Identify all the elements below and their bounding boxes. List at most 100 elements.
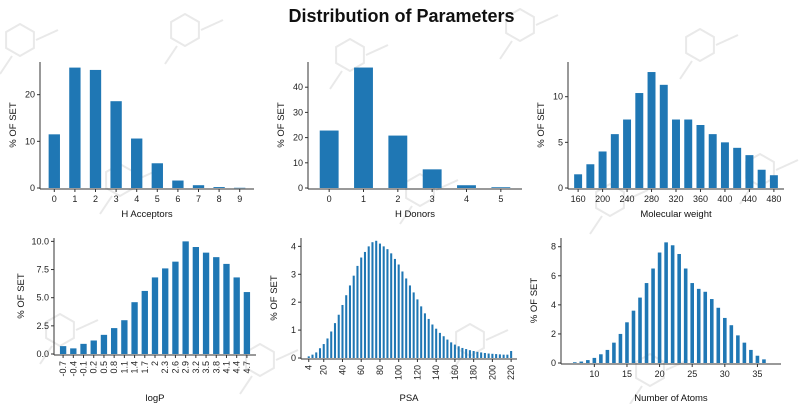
logp-bar	[151, 277, 159, 354]
logp-x-tick-label: -0.7	[58, 361, 68, 377]
psa-bar	[341, 304, 344, 358]
chart-logp: 0.0 2.5 5.0 7.5 10.0 -0.7 -0.4 -0.1 0.2 0.5 0.8 1.1…	[0, 228, 265, 404]
logp-bar	[233, 277, 240, 354]
h-donors-y-tick-label: 10	[293, 158, 303, 168]
psa-bar	[427, 318, 430, 358]
molecular-weight-x-tick-label: 200	[595, 194, 610, 204]
logp-bar	[70, 348, 77, 354]
logp-x-tick-label: 3.2	[191, 361, 201, 374]
number-of-atoms-x-tick-label: 35	[752, 369, 762, 379]
psa-bar	[315, 352, 318, 358]
psa-bar	[401, 271, 404, 358]
bond-motif	[239, 375, 253, 395]
psa-bar	[450, 342, 453, 358]
number-of-atoms-x-tick-label: 15	[622, 369, 632, 379]
h-donors-y-tick-label: 0	[298, 183, 303, 193]
h-acceptors-bar	[131, 138, 143, 188]
number-of-atoms-y-tick-label: 4	[551, 300, 556, 310]
h-acceptors-y-axis-label: % OF SET	[8, 102, 19, 148]
molecular-weight-x-tick-label: 160	[571, 194, 586, 204]
psa-bar	[480, 352, 483, 358]
number-of-atoms-bar	[638, 297, 642, 363]
logp-x-tick-label: 2.9	[181, 361, 191, 374]
bond-motif	[75, 319, 99, 331]
bond-motif	[399, 205, 413, 225]
bond-motif	[35, 29, 59, 41]
number-of-atoms-bar	[651, 268, 655, 363]
h-acceptors-y-tick-label: 0	[30, 183, 35, 193]
h-acceptors-x-tick-label: 0	[52, 194, 57, 204]
logp-bar	[131, 302, 138, 354]
number-of-atoms-bar	[762, 359, 766, 363]
psa-x-tick-label: 40	[337, 365, 347, 375]
h-acceptors-x-tick-label: 6	[175, 194, 180, 204]
ring-motif	[685, 27, 715, 63]
psa-bar	[337, 314, 340, 358]
logp-x-tick-label: -0.1	[79, 361, 89, 377]
psa-x-tick-label: 20	[319, 365, 329, 375]
psa-bar	[333, 323, 337, 358]
logp-bar	[162, 268, 169, 354]
h-donors-y-tick-label: 30	[293, 107, 303, 117]
logp-bar	[192, 247, 200, 354]
psa-bar	[495, 354, 498, 358]
ring-motif	[45, 312, 75, 348]
psa-bar	[412, 292, 415, 358]
logp-x-tick-label: 1.4	[130, 361, 140, 374]
number-of-atoms-bar	[709, 299, 714, 363]
bond-motif	[275, 349, 299, 361]
h-donors-x-tick-label: 2	[395, 194, 400, 204]
psa-bar	[468, 350, 471, 358]
psa-bar	[435, 328, 438, 358]
molecular-weight-bar	[684, 119, 693, 188]
psa-x-tick-label: 220	[506, 365, 516, 380]
psa-y-tick-label: 3	[291, 269, 296, 279]
psa-bar	[393, 258, 396, 358]
logp-bar	[110, 328, 118, 354]
number-of-atoms-bar	[664, 242, 668, 363]
psa-bar	[330, 331, 333, 358]
molecular-weight-bar	[769, 175, 778, 188]
number-of-atoms-bar	[736, 335, 740, 363]
number-of-atoms-bar	[657, 252, 662, 363]
h-acceptors-x-tick-label: 5	[155, 194, 160, 204]
logp-x-tick-label: 2.6	[170, 361, 180, 374]
psa-y-tick-label: 1	[291, 325, 296, 335]
number-of-atoms-y-tick-label: 6	[551, 271, 556, 281]
h-acceptors-bar	[192, 185, 205, 188]
psa-bar	[461, 347, 464, 358]
h-acceptors-bar	[89, 69, 102, 188]
psa-bar	[502, 354, 505, 358]
psa-bar	[363, 251, 366, 358]
ring-motif	[335, 37, 365, 73]
logp-x-tick-label: 0.5	[99, 361, 109, 374]
psa-bar	[506, 354, 509, 358]
psa-x-tick-label: 80	[375, 365, 385, 375]
logp-x-tick-label: -0.4	[68, 361, 78, 377]
psa-bar	[382, 246, 385, 358]
bond-motif	[164, 45, 178, 65]
psa-bar	[352, 275, 355, 358]
number-of-atoms-bar	[631, 310, 636, 363]
number-of-atoms-x-axis-label: Number of Atoms	[634, 393, 708, 404]
number-of-atoms-bar	[749, 349, 753, 363]
psa-x-tick-label: 120	[412, 365, 422, 380]
h-acceptors-y-tick-label: 20	[25, 90, 35, 100]
h-donors-bar	[319, 130, 339, 188]
psa-bar	[386, 249, 389, 358]
h-acceptors-bar	[69, 67, 81, 188]
logp-bar	[213, 257, 220, 354]
molecular-weight-bar	[708, 134, 717, 188]
psa-bar	[378, 243, 381, 358]
logp-x-tick-label: 4.1	[221, 361, 231, 374]
number-of-atoms-bar	[592, 357, 597, 363]
number-of-atoms-bar	[586, 360, 590, 363]
h-donors-x-tick-label: 3	[430, 194, 435, 204]
number-of-atoms-bar	[618, 333, 623, 363]
logp-bar	[121, 320, 128, 354]
bond-motif	[715, 34, 739, 46]
logp-y-tick-label: 7.5	[36, 265, 49, 275]
psa-bar	[307, 356, 310, 358]
molecular-weight-bar	[623, 119, 632, 188]
h-donors-bar	[491, 187, 511, 188]
